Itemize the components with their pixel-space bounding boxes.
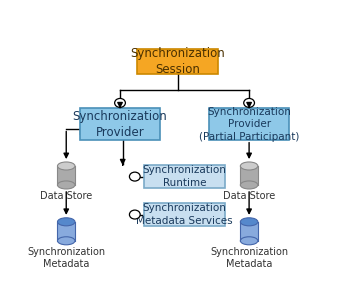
Circle shape bbox=[115, 98, 125, 107]
Ellipse shape bbox=[240, 162, 258, 170]
Text: Data Store: Data Store bbox=[40, 191, 92, 201]
FancyBboxPatch shape bbox=[240, 166, 258, 185]
Ellipse shape bbox=[58, 218, 75, 226]
Text: Synchronization
Metadata: Synchronization Metadata bbox=[27, 247, 105, 269]
Text: Synchronization
Provider
(Partial Participant): Synchronization Provider (Partial Partic… bbox=[199, 107, 299, 142]
Text: Synchronization
Runtime: Synchronization Runtime bbox=[143, 165, 227, 188]
FancyBboxPatch shape bbox=[144, 203, 225, 226]
Circle shape bbox=[129, 172, 140, 181]
Ellipse shape bbox=[240, 237, 258, 245]
Text: Synchronization
Metadata: Synchronization Metadata bbox=[210, 247, 288, 269]
Ellipse shape bbox=[58, 237, 75, 245]
Ellipse shape bbox=[240, 181, 258, 189]
FancyBboxPatch shape bbox=[80, 108, 160, 140]
Text: Synchronization
Provider: Synchronization Provider bbox=[73, 110, 167, 139]
FancyBboxPatch shape bbox=[209, 108, 289, 140]
Text: Data Store: Data Store bbox=[223, 191, 275, 201]
Text: Synchronization
Session: Synchronization Session bbox=[130, 47, 225, 76]
FancyBboxPatch shape bbox=[58, 222, 75, 241]
Circle shape bbox=[129, 210, 140, 219]
Ellipse shape bbox=[58, 162, 75, 170]
FancyBboxPatch shape bbox=[240, 222, 258, 241]
Circle shape bbox=[244, 98, 254, 107]
Text: Synchronization
Metadata Services: Synchronization Metadata Services bbox=[136, 203, 233, 226]
FancyBboxPatch shape bbox=[137, 49, 218, 74]
Ellipse shape bbox=[240, 218, 258, 226]
Ellipse shape bbox=[58, 181, 75, 189]
FancyBboxPatch shape bbox=[58, 166, 75, 185]
FancyBboxPatch shape bbox=[144, 165, 225, 188]
